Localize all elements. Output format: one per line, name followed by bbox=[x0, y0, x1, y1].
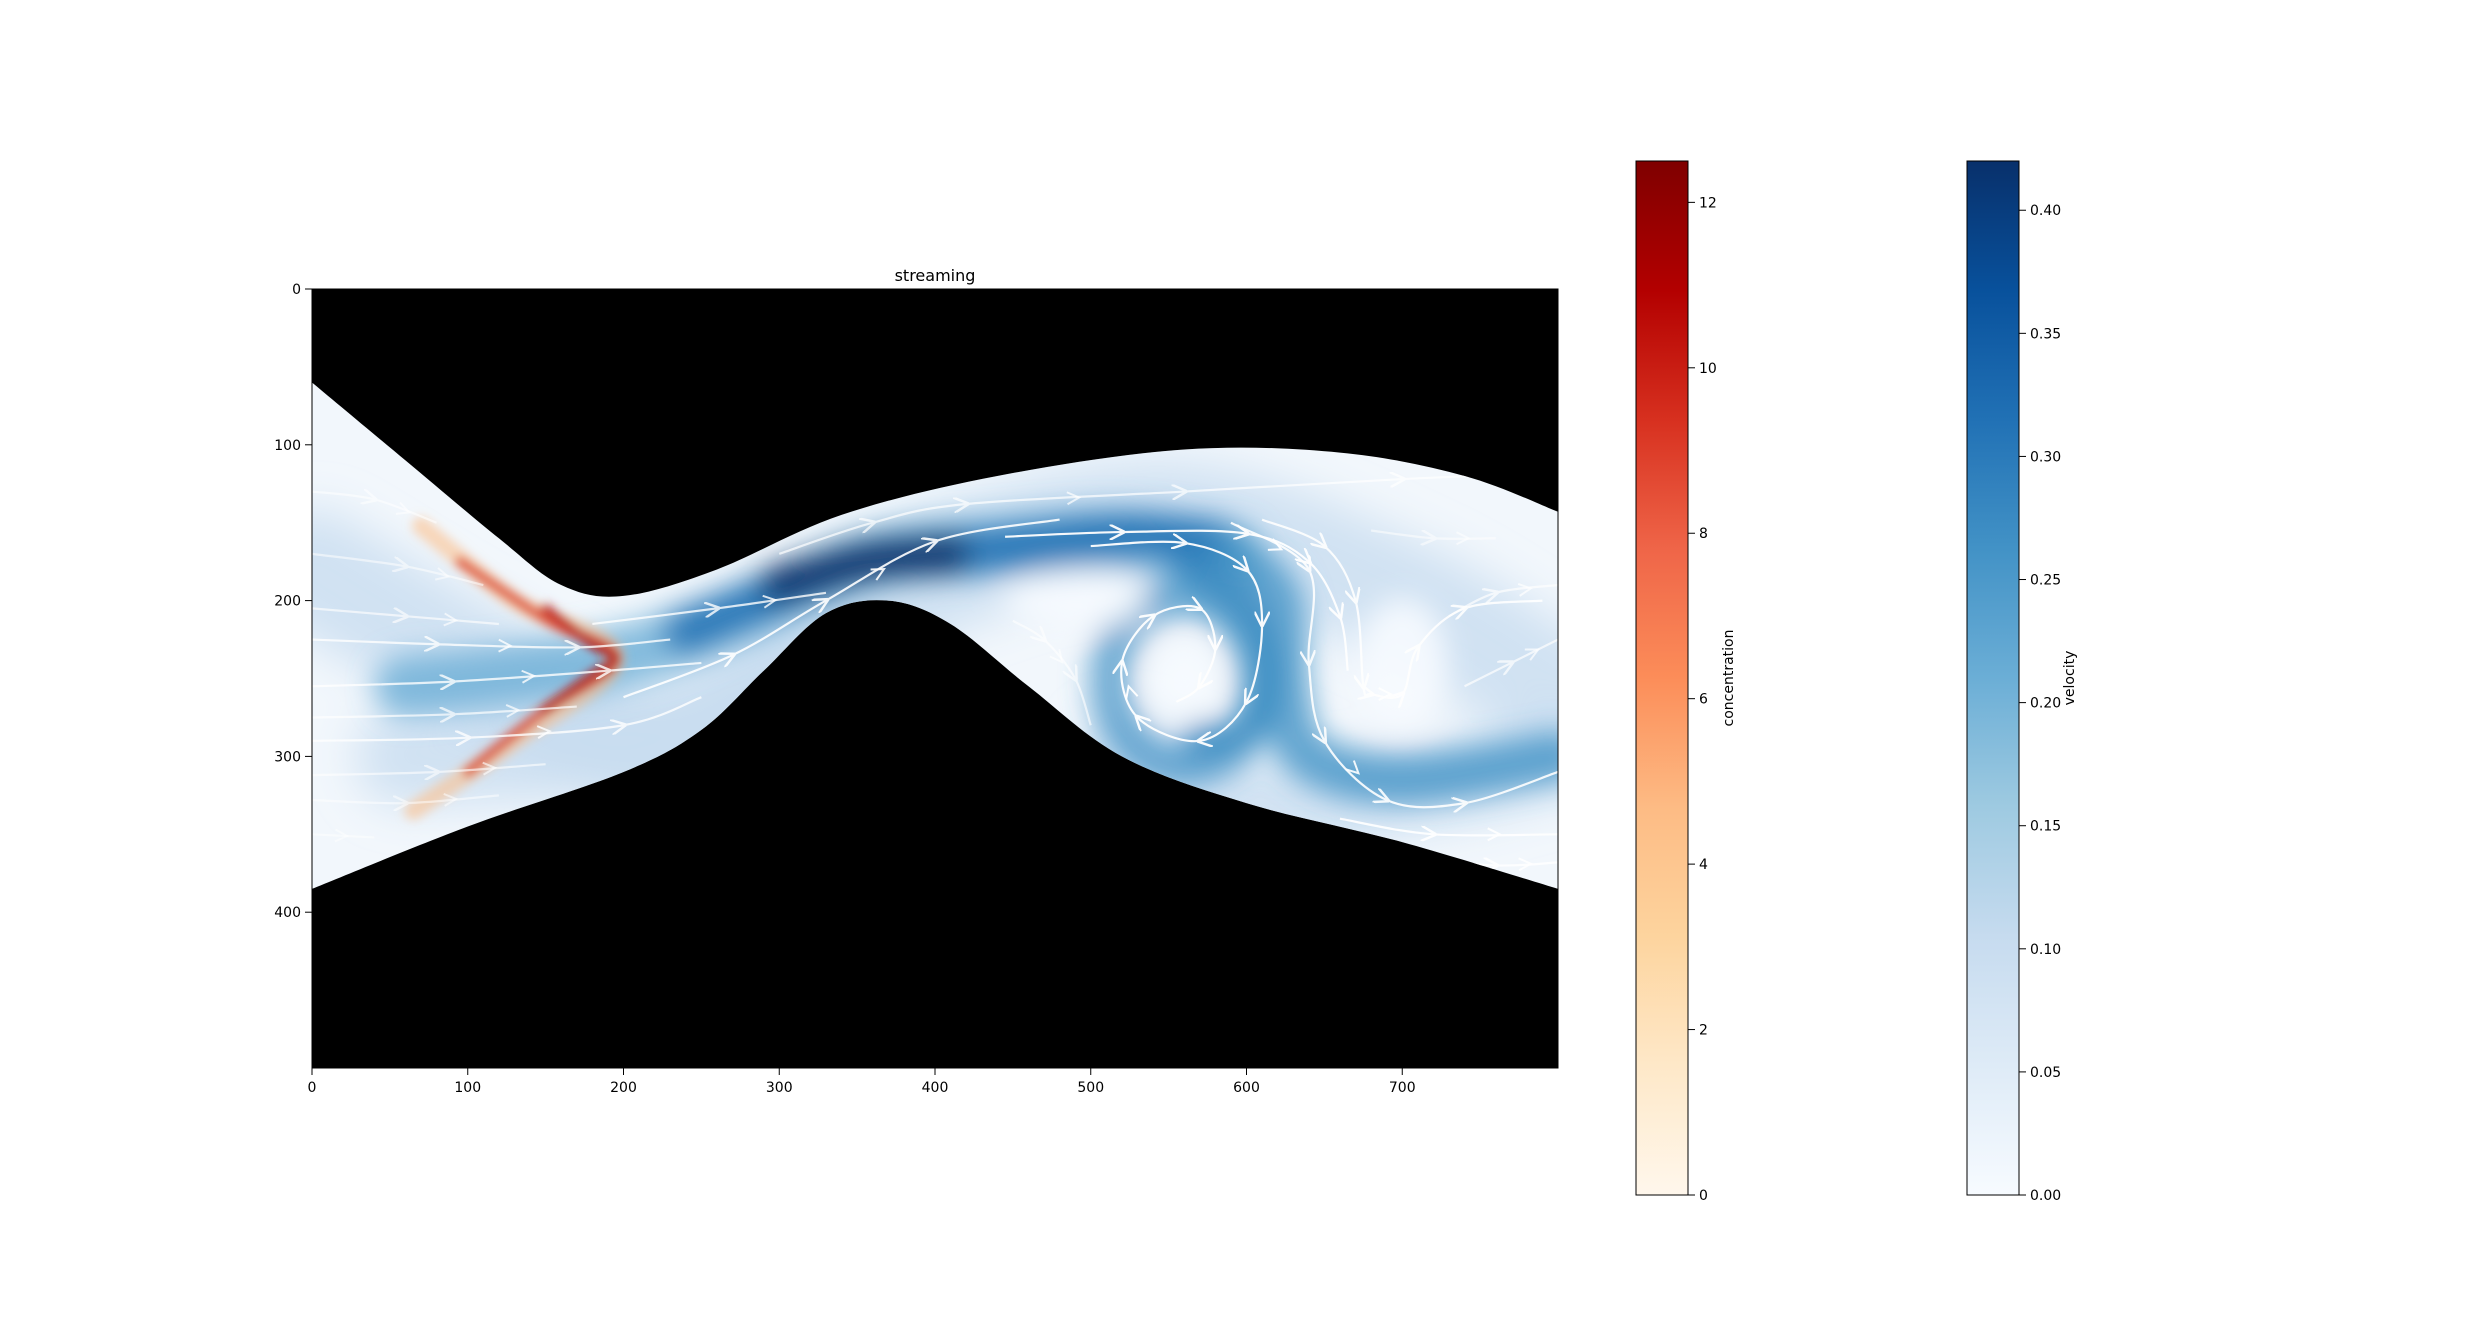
streamline-arrow bbox=[536, 725, 552, 739]
streamline bbox=[312, 492, 437, 524]
colorbar-tick-label: 6 bbox=[1699, 692, 1708, 708]
streamline bbox=[312, 833, 375, 839]
colorbar-tick-label: 0.10 bbox=[2030, 942, 2061, 958]
concentration-colorbar-label: concentration bbox=[1721, 630, 1737, 727]
streamline bbox=[312, 705, 577, 718]
y-tick-label: 100 bbox=[274, 438, 301, 454]
colorbar-tick-label: 4 bbox=[1699, 857, 1708, 873]
colorbar-tick-label: 0.05 bbox=[2030, 1065, 2061, 1081]
streamline-arrow bbox=[395, 501, 412, 515]
streamline-arrow bbox=[434, 567, 451, 581]
velocity-colorbar: 0.00 0.05 0.10 0.15 0.20 0.25 0.30 0.35 0.40 vel… bbox=[1966, 160, 2078, 1204]
streamline-arrow bbox=[1066, 491, 1082, 506]
low-velocity-patch bbox=[1357, 597, 1448, 728]
streamline bbox=[312, 552, 484, 587]
colorbar-tick-label: 0.40 bbox=[2030, 203, 2061, 219]
streamline-arrow bbox=[1517, 583, 1534, 597]
streamline bbox=[1464, 638, 1558, 688]
streamline bbox=[1090, 542, 1262, 741]
velocity-colorbar-ticks: 0.00 0.05 0.10 0.15 0.20 0.25 0.30 0.35 0.40 bbox=[2019, 203, 2061, 1204]
streamline-arrow bbox=[1267, 538, 1284, 551]
velocity-colorbar-label: velocity bbox=[2062, 651, 2078, 706]
vortex-core bbox=[1154, 647, 1215, 716]
streamline bbox=[312, 763, 546, 775]
concentration-colorbar-gradient bbox=[1635, 160, 1689, 1196]
x-tick-label: 600 bbox=[1233, 1080, 1260, 1096]
velocity-field bbox=[312, 461, 1558, 870]
y-axis-ticks: 0 100 200 300 400 bbox=[274, 282, 312, 921]
y-tick-label: 200 bbox=[274, 594, 301, 610]
streamline bbox=[312, 794, 499, 803]
colorbar-tick-label: 0.35 bbox=[2030, 326, 2061, 342]
streamline-arrow bbox=[1524, 648, 1541, 661]
streamline-arrow bbox=[482, 761, 498, 776]
streamline-arrow bbox=[1345, 760, 1361, 775]
concentration-colorbar-ticks: 0 2 4 6 8 10 12 bbox=[1688, 195, 1717, 1204]
y-tick-label: 400 bbox=[274, 905, 301, 921]
streamline bbox=[1339, 817, 1558, 836]
colorbar-tick-label: 2 bbox=[1699, 1023, 1708, 1039]
plot-title: streaming bbox=[895, 266, 976, 285]
streamline-arrow bbox=[498, 638, 513, 653]
colorbar-tick-label: 0.00 bbox=[2030, 1188, 2061, 1204]
streamline bbox=[778, 473, 1558, 555]
streamline bbox=[1370, 529, 1496, 538]
streamline bbox=[312, 607, 499, 626]
x-tick-label: 400 bbox=[922, 1080, 949, 1096]
x-tick-label: 100 bbox=[454, 1080, 481, 1096]
streamline-arrow bbox=[505, 704, 521, 718]
streamline-arrow bbox=[1049, 648, 1064, 664]
streamlines bbox=[312, 473, 1558, 870]
streamline-arrow bbox=[521, 669, 537, 684]
colorbar-tick-label: 0.30 bbox=[2030, 449, 2061, 465]
streamline-arrow bbox=[870, 568, 886, 581]
colorbar-tick-label: 0.25 bbox=[2030, 573, 2061, 589]
streamline-arrow bbox=[1125, 684, 1139, 700]
colorbar-tick-label: 12 bbox=[1699, 195, 1717, 211]
streamline bbox=[312, 640, 671, 648]
x-tick-label: 0 bbox=[308, 1080, 317, 1096]
x-tick-label: 500 bbox=[1077, 1080, 1104, 1096]
x-tick-label: 200 bbox=[610, 1080, 637, 1096]
streamline bbox=[1230, 521, 1558, 808]
streamline-arrow bbox=[334, 828, 350, 843]
streamline bbox=[312, 661, 702, 686]
streamline-arrow bbox=[443, 793, 459, 807]
y-tick-label: 0 bbox=[292, 282, 301, 298]
colorbar-tick-label: 0 bbox=[1699, 1188, 1708, 1204]
colorbar-tick-label: 8 bbox=[1699, 526, 1708, 542]
low-velocity-patch bbox=[1005, 572, 1146, 629]
x-axis-ticks: 0 100 200 300 400 500 600 700 bbox=[308, 1068, 1416, 1096]
y-tick-label: 300 bbox=[274, 749, 301, 765]
main-plot: streaming 0 100 200 300 400 500 600 700 0 100 200… bbox=[274, 266, 1559, 1096]
streamline bbox=[312, 696, 702, 741]
streamline-arrow bbox=[762, 594, 778, 609]
x-tick-label: 300 bbox=[766, 1080, 793, 1096]
streamline-arrow bbox=[1518, 857, 1534, 872]
colorbar-tick-label: 0.15 bbox=[2030, 819, 2061, 835]
x-tick-label: 700 bbox=[1389, 1080, 1416, 1096]
streamline-arrow bbox=[1456, 531, 1471, 546]
colorbar-tick-label: 10 bbox=[1699, 361, 1717, 377]
streamline-arrow bbox=[1487, 827, 1502, 842]
streamline-arrow bbox=[443, 612, 459, 627]
velocity-colorbar-gradient bbox=[1966, 160, 2020, 1196]
streamline bbox=[1448, 583, 1558, 618]
streamline-arrow bbox=[1378, 687, 1393, 701]
concentration-colorbar: 0 2 4 6 8 10 12 concentration bbox=[1635, 160, 1737, 1204]
colorbar-tick-label: 0.20 bbox=[2030, 696, 2061, 712]
